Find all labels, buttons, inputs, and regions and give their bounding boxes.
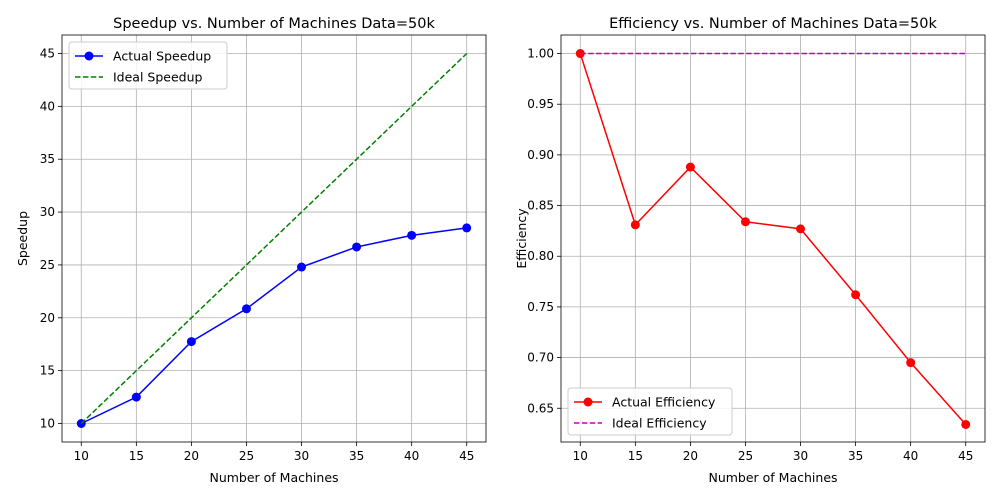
data-point [630,220,640,230]
chart-title: Efficiency vs. Number of Machines Data=5… [609,16,937,32]
y-tick-label: 20 [40,311,55,325]
data-point [961,419,971,429]
x-tick-label: 45 [958,449,973,463]
chart-1: 10 15 20 25 30 35 40 45 10 15 20 25 30 35 40 45 Speedup … [15,16,487,485]
y-tick-label: 0.85 [527,199,554,213]
x-tick-label: 25 [738,449,753,463]
x-tick-label: 15 [129,449,144,463]
data-point [297,262,307,272]
legend-label: Actual Speedup [113,49,211,64]
x-axis-label: Number of Machines [209,470,338,485]
series-line [80,227,467,425]
y-tick-label: 40 [40,99,55,113]
series-line [80,52,468,425]
series-1 [76,223,472,428]
y-tick-label: 0.65 [527,401,554,415]
x-axis-label: Number of Machines [708,470,837,485]
data-point [352,242,362,252]
y-tick-label: 1.00 [527,47,554,61]
data-point [740,217,750,227]
y-tick-label: 35 [40,152,55,166]
x-tick-label: 25 [239,449,254,463]
x-tick-label: 35 [349,449,364,463]
x-tick-label: 40 [404,449,419,463]
legend: Actual Efficiency Ideal Efficiency [567,387,733,436]
legend-label: Actual Efficiency [612,395,716,410]
y-tick-label: 45 [40,47,55,61]
series-2 [80,52,468,425]
x-tick-label: 35 [848,449,863,463]
series-line [579,53,967,425]
chart-2: 10 15 20 25 30 35 40 45 0.65 0.70 0.75 0.80 0.85 0.90… [514,16,986,485]
x-tick-label: 45 [459,449,474,463]
chart-title: Speedup vs. Number of Machines Data=50k [113,16,435,32]
data-point [906,358,916,368]
x-tick-label: 30 [294,449,309,463]
grid [561,35,985,442]
x-tick-label: 20 [683,449,698,463]
y-axis-label: Efficiency [514,208,529,269]
y-tick-label: 0.95 [527,97,554,111]
x-tick-label: 40 [903,449,918,463]
y-axis-label: Speedup [15,211,30,266]
y-tick-label: 0.80 [527,249,554,263]
x-tick-label: 20 [184,449,199,463]
y-tick-label: 0.90 [527,148,554,162]
y-tick-label: 25 [40,258,55,272]
x-tick-label: 15 [628,449,643,463]
y-tick-label: 0.70 [527,351,554,365]
axes-frame [560,34,986,443]
data-point [462,223,472,233]
data-point [796,224,806,234]
legend-marker [84,51,94,61]
x-tick-label: 30 [793,449,808,463]
legend: Actual Speedup Ideal Speedup [68,41,228,90]
y-tick-label: 15 [40,364,55,378]
legend-label: Ideal Efficiency [612,416,707,431]
axes-frame [61,34,487,443]
data-point [407,230,417,240]
y-tick-label: 0.75 [527,300,554,314]
y-tick-label: 30 [40,205,55,219]
data-point [131,392,141,402]
x-tick-label: 10 [74,449,89,463]
legend-frame [567,387,733,436]
x-tick-label: 10 [573,449,588,463]
data-point [851,290,861,300]
y-tick-label: 10 [40,417,55,431]
legend-frame [68,41,228,90]
data-point [685,162,695,172]
data-point [241,304,251,314]
legend-marker [583,397,593,407]
grid [62,35,486,442]
legend-label: Ideal Speedup [113,70,203,85]
data-point [186,337,196,347]
series-1 [575,49,971,429]
